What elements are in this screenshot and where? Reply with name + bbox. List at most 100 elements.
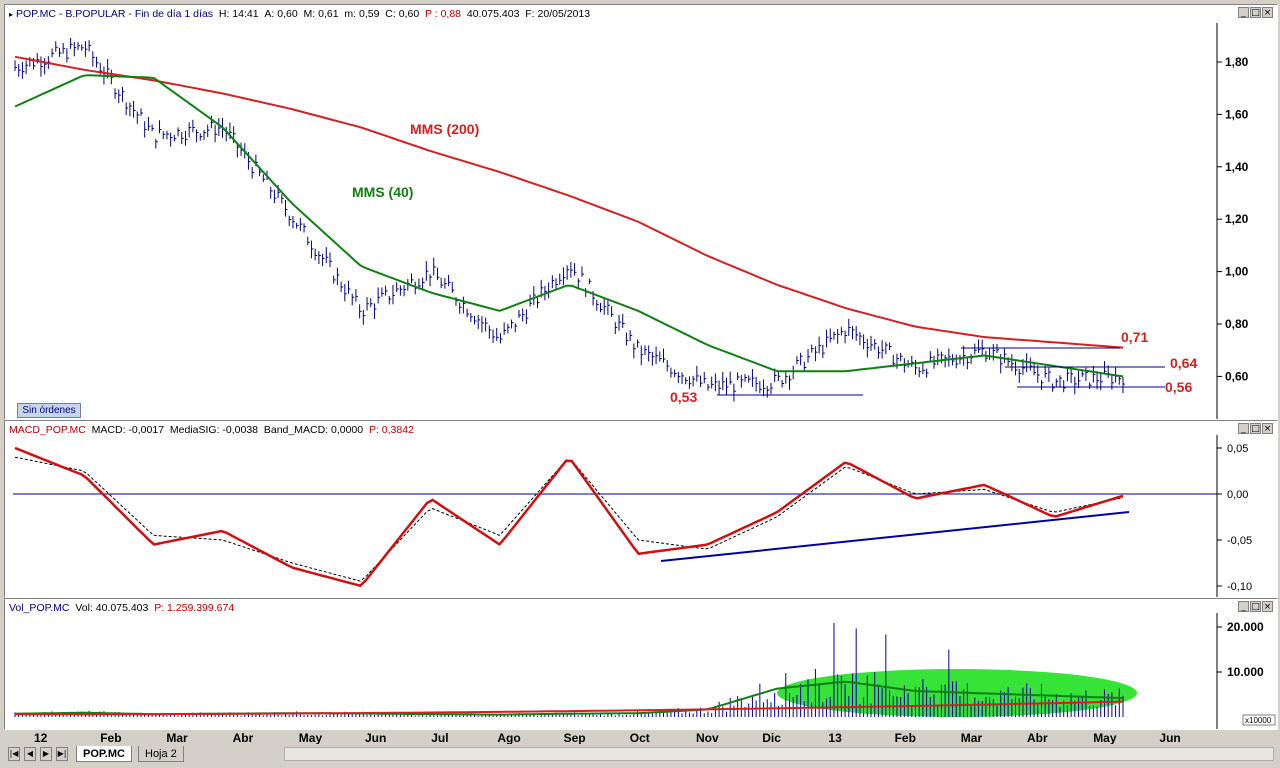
- macd-trend-line: [660, 511, 1130, 562]
- date-value: 20/05/2013: [537, 8, 591, 20]
- a-value: 0,60: [277, 8, 298, 20]
- maximize-icon[interactable]: □: [1250, 601, 1261, 612]
- sheet-tabs-bar: |◀ ◀ ▶ ▶| POP.MC Hoja 2: [4, 744, 1276, 764]
- level-064-label: 0,64: [1170, 355, 1197, 371]
- macd-y-tick-label: 0,05: [1227, 443, 1248, 455]
- macd-window-buttons: _ □ ×: [1238, 423, 1273, 434]
- price-y-axis: 1,80 1,60 1,40 1,20 1,00 0,80 0,60: [1217, 55, 1249, 383]
- min-label: m:: [344, 8, 357, 20]
- next-sheet-icon[interactable]: ▶: [40, 747, 52, 761]
- level-071-label: 0,71: [1121, 329, 1148, 345]
- macd-p-value: P: 0,3842: [368, 424, 414, 436]
- x-axis-label: Ago: [497, 731, 520, 744]
- tab-hoja-2[interactable]: Hoja 2: [138, 746, 184, 762]
- m-value: 0,61: [318, 8, 339, 20]
- price-y-tick-label: 1,00: [1225, 265, 1249, 279]
- minimize-icon[interactable]: _: [1238, 423, 1249, 434]
- maximize-icon[interactable]: □: [1250, 423, 1261, 434]
- x-axis-label: Mar: [166, 731, 188, 744]
- x-axis-label: Dic: [762, 731, 781, 744]
- price-chart[interactable]: MMS (200) MMS (40) 0,71 0,64 0,56 0,53 1…: [5, 5, 1277, 419]
- price-y-tick-label: 0,80: [1225, 317, 1249, 331]
- mms200-label: MMS (200): [410, 121, 479, 137]
- x-axis-label: Nov: [696, 731, 719, 744]
- volume-scale-label: x10000: [1245, 716, 1272, 725]
- price-window-buttons: _ □ ×: [1238, 7, 1273, 18]
- x-axis-label: 13: [828, 731, 842, 744]
- price-y-tick-label: 1,20: [1225, 212, 1249, 226]
- macd-panel: MACD_POP.MC MACD: -0,0017 MediaSIG: -0,0…: [4, 420, 1278, 598]
- price-y-tick-label: 0,60: [1225, 369, 1249, 383]
- volume-panel-header: Vol_POP.MC Vol: 40.075.403 P: 1.259.399.…: [9, 599, 234, 617]
- band-value: Band_MACD: 0,0000: [263, 424, 364, 436]
- x-axis-label: Feb: [895, 731, 916, 744]
- volume-value: 40.075.403: [466, 8, 520, 20]
- macd-value: MACD: -0,0017: [91, 424, 165, 436]
- mms40-label: MMS (40): [352, 184, 413, 200]
- mms40-line: [14, 74, 1124, 378]
- volume-y-axis: 20.000 10.000: [1217, 620, 1264, 679]
- volume-chart[interactable]: 20.000 10.000 x10000: [5, 599, 1277, 729]
- header-marker-icon: ▸: [9, 10, 14, 19]
- macd-chart[interactable]: 0,05 0,00 -0,05 -0,10: [5, 421, 1277, 597]
- signal-value: MediaSIG: -0,0038: [169, 424, 259, 436]
- volume-p-value: P: 1.259.399.674: [154, 602, 235, 614]
- x-axis-label: May: [1093, 731, 1117, 744]
- macd-y-tick-label: 0,00: [1227, 489, 1248, 501]
- volume-title: Vol_POP.MC: [9, 602, 70, 614]
- x-axis: 12 Feb Mar Abr May Jun Jul Ago Sep Oct Nov Dic 13 Feb…: [34, 731, 1181, 744]
- volume-y-tick-label: 10.000: [1227, 665, 1264, 679]
- horizontal-scrollbar[interactable]: [284, 747, 1274, 761]
- x-axis-label: Jun: [365, 731, 386, 744]
- c-label: C:: [385, 8, 396, 20]
- signal-line: [14, 456, 1124, 582]
- level-053-label: 0,53: [670, 389, 697, 405]
- macd-line: [14, 446, 1124, 588]
- x-axis-label: Jul: [431, 731, 448, 744]
- price-panel-header: ▸ POP.MC - B.POPULAR - Fin de día 1 días…: [9, 8, 591, 20]
- x-axis-label: Feb: [100, 731, 121, 744]
- price-y-tick-label: 1,60: [1225, 107, 1249, 121]
- last-sheet-icon[interactable]: ▶|: [56, 747, 68, 761]
- macd-panel-header: MACD_POP.MC MACD: -0,0017 MediaSIG: -0,0…: [9, 421, 414, 439]
- volume-window-buttons: _ □ ×: [1238, 601, 1273, 612]
- prev-sheet-icon[interactable]: ◀: [24, 747, 36, 761]
- x-axis-label: Abr: [233, 731, 254, 744]
- mms200-line: [14, 55, 1124, 349]
- close-icon[interactable]: ×: [1262, 423, 1273, 434]
- volume-y-tick-label: 20.000: [1227, 620, 1264, 634]
- x-axis-label: Sep: [564, 731, 586, 744]
- volume-value: Vol: 40.075.403: [75, 602, 149, 614]
- a-label: A:: [264, 8, 275, 20]
- macd-y-tick-label: -0,10: [1227, 581, 1252, 593]
- minimize-icon[interactable]: _: [1238, 7, 1249, 18]
- sin-ordenes-button[interactable]: Sin órdenes: [17, 403, 81, 418]
- m-label: M:: [303, 8, 316, 20]
- h-value: 14:41: [232, 8, 259, 20]
- close-icon[interactable]: ×: [1262, 601, 1273, 612]
- f-label: F:: [525, 8, 535, 20]
- volume-panel: Vol_POP.MC Vol: 40.075.403 P: 1.259.399.…: [4, 598, 1278, 730]
- x-axis-label: May: [299, 731, 323, 744]
- maximize-icon[interactable]: □: [1250, 7, 1261, 18]
- tab-pop-mc[interactable]: POP.MC: [76, 746, 132, 762]
- price-panel: ▸ POP.MC - B.POPULAR - Fin de día 1 días…: [4, 4, 1278, 420]
- macd-title: MACD_POP.MC: [9, 424, 86, 436]
- level-056-label: 0,56: [1165, 379, 1192, 395]
- minimize-icon[interactable]: _: [1238, 601, 1249, 612]
- x-axis-label: Abr: [1027, 731, 1048, 744]
- price-bars: [14, 38, 1125, 402]
- security-name: B.POPULAR: [65, 8, 126, 20]
- x-axis-label: Jun: [1159, 731, 1180, 744]
- price-y-tick-label: 1,80: [1225, 55, 1249, 69]
- close-icon[interactable]: ×: [1262, 7, 1273, 18]
- first-sheet-icon[interactable]: |◀: [8, 747, 20, 761]
- x-axis-label: Oct: [630, 731, 650, 744]
- symbol: POP.MC: [15, 8, 57, 20]
- min-value: 0,59: [359, 8, 380, 20]
- h-label: H:: [218, 8, 230, 20]
- price-y-tick-label: 1,40: [1225, 160, 1249, 174]
- x-axis-label: Mar: [961, 731, 983, 744]
- volume-average-red: [15, 700, 1124, 716]
